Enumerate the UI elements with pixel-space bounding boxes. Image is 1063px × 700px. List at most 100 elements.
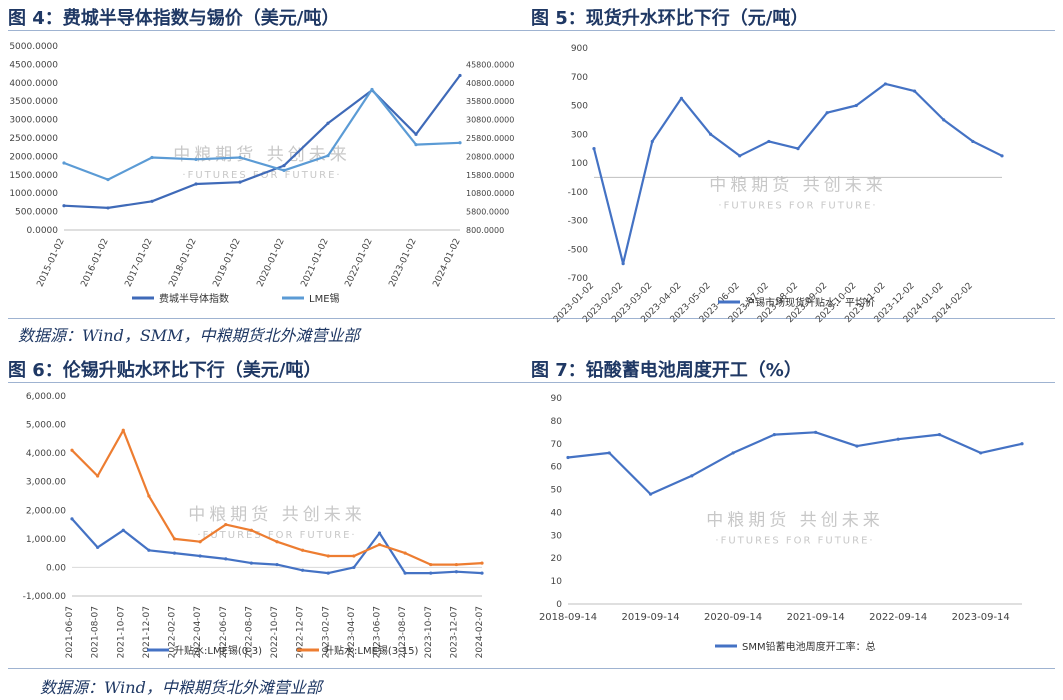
y-right-tick-label: 30800.0000: [466, 116, 514, 125]
data-point-0: [224, 557, 228, 561]
data-point-0: [648, 492, 653, 496]
data-point-0: [352, 565, 356, 570]
y-tick-label: 4000.0000: [9, 79, 58, 89]
source-note-bottom: 数据源：Wind，中粮期货北外滩营业部: [40, 678, 322, 697]
chart4-plot: 中粮期货 共创未来 ·FUTURES FOR FUTURE· 0.0000 500.0…: [9, 42, 514, 305]
data-point-0: [855, 444, 859, 448]
x-tick-label: 2023-02-07: [321, 606, 331, 658]
y-tick-label: 70: [551, 440, 563, 450]
data-point-0: [249, 561, 253, 565]
y-tick-label: -700: [568, 274, 589, 284]
y-tick-label: 30: [551, 531, 563, 541]
data-point-0: [708, 132, 713, 136]
x-tick-label: 2023-09-14: [952, 612, 1010, 623]
watermark-cn: 中粮期货 共创未来: [173, 145, 350, 165]
x-tick-label: 2021-08-07: [91, 606, 101, 658]
y-right-tick-label: 15800.0000: [466, 171, 514, 180]
x-tick-label: 2023-01-02: [388, 237, 419, 289]
data-point-0: [238, 180, 242, 184]
y-tick-label: 4500.0000: [9, 60, 58, 70]
data-point-1: [458, 141, 462, 145]
middle-rule-bottom: [8, 382, 1055, 383]
data-point-1: [150, 155, 154, 160]
y-tick-label: 500.0000: [15, 208, 58, 218]
watermark-en: ·FUTURES FOR FUTURE·: [718, 201, 877, 212]
y-tick-label: 6,000.00: [26, 392, 66, 402]
series-line-0: [567, 431, 1023, 496]
data-point-1: [414, 143, 418, 147]
y-tick-label: 80: [551, 417, 563, 427]
bottom-rule: [8, 668, 1055, 669]
data-point-0: [814, 430, 818, 434]
data-point-1: [121, 428, 125, 432]
data-point-0: [738, 154, 742, 158]
data-point-1: [403, 551, 407, 555]
x-tick-label: 2023-12-07: [449, 606, 459, 658]
data-point-0: [825, 111, 829, 115]
y-right-tick-label: 25800.0000: [466, 134, 514, 143]
data-point-0: [147, 548, 151, 552]
data-point-0: [883, 82, 888, 86]
y-tick-label: 1000.0000: [9, 189, 58, 199]
data-point-1: [301, 548, 305, 552]
y-tick-label: 20: [551, 554, 563, 564]
data-point-0: [282, 164, 286, 168]
data-point-1: [377, 542, 382, 547]
x-tick-label: 2024-02-07: [475, 606, 485, 658]
data-point-0: [937, 433, 942, 437]
middle-rule-top: [8, 318, 1055, 319]
y-right-tick-label: 5800.0000: [466, 208, 509, 217]
x-tick-label: 2023-06-07: [373, 606, 383, 658]
data-point-1: [62, 161, 66, 165]
data-point-0: [429, 571, 433, 575]
y-tick-label: 1500.0000: [9, 171, 58, 181]
x-tick-label: 2022-09-14: [869, 612, 927, 623]
x-tick-label: 2018-09-14: [539, 612, 597, 623]
data-point-0: [326, 121, 330, 125]
y-right-tick-label: 35800.0000: [466, 97, 514, 106]
watermark-en: ·FUTURES FOR FUTURE·: [715, 536, 874, 547]
y-right-tick-label: 20800.0000: [466, 152, 514, 161]
data-point-1: [429, 562, 433, 567]
x-tick-label: 2022-10-07: [270, 606, 280, 658]
x-tick-label: 2020-01-02: [256, 237, 287, 289]
x-tick-label: 2023-08-07: [398, 606, 408, 658]
data-point-1: [370, 87, 374, 92]
data-point-1: [224, 522, 228, 527]
chart6-plot: 中粮期货 共创未来 ·FUTURES FOR FUTURE· -1,000.00 0.…: [23, 392, 485, 658]
data-point-0: [458, 73, 462, 78]
x-tick-label: 2022-04-07: [193, 606, 203, 658]
legend-label-1: 升贴水:LME锡(3-15): [324, 644, 418, 657]
data-point-1: [194, 157, 198, 161]
data-point-0: [979, 451, 983, 455]
y-tick-label: 2,000.00: [26, 506, 66, 516]
x-tick-label: 2022-06-07: [219, 606, 229, 658]
y-tick-label: 5000.0000: [9, 42, 58, 52]
top-rule: [8, 30, 1055, 31]
source-note-top: 数据源：Wind，SMM，中粮期货北外滩营业部: [18, 326, 360, 345]
data-point-0: [96, 545, 100, 550]
x-tick-label: 2017-01-02: [124, 237, 155, 289]
watermark-cn: 中粮期货 共创未来: [188, 505, 365, 525]
data-point-0: [592, 147, 596, 151]
data-point-0: [731, 451, 735, 455]
x-tick-label: 2021-10-07: [116, 606, 126, 658]
data-point-0: [106, 206, 110, 210]
y-tick-label: 500: [571, 102, 588, 112]
data-point-0: [650, 139, 654, 144]
data-point-0: [772, 433, 776, 437]
data-point-0: [454, 570, 458, 574]
y-tick-label: 3500.0000: [9, 97, 58, 107]
data-point-0: [621, 262, 625, 266]
chart4-title: 图 4：费城半导体指数与锡价（美元/吨）: [8, 8, 340, 29]
data-point-1: [172, 537, 177, 541]
data-point-0: [971, 139, 975, 144]
data-point-0: [480, 571, 484, 575]
y-tick-label: 40: [551, 508, 563, 518]
y-tick-label: 2000.0000: [9, 152, 58, 162]
data-point-1: [96, 474, 100, 478]
data-point-0: [942, 118, 946, 122]
data-point-1: [198, 540, 202, 544]
data-point-1: [147, 494, 151, 498]
y-tick-label: 3,000.00: [26, 478, 66, 488]
